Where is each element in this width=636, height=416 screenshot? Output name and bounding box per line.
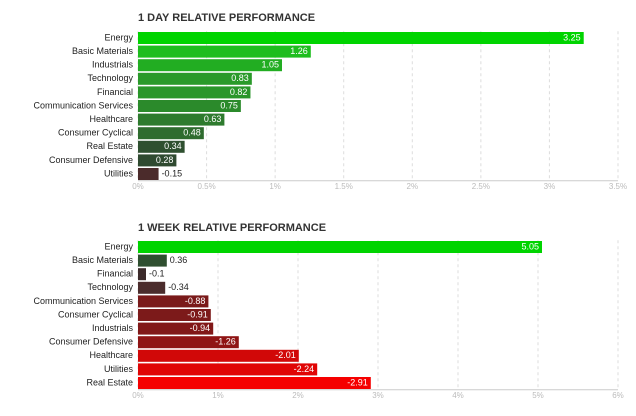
value-label: -0.91 xyxy=(187,309,208,319)
x-tick-label: 1.5% xyxy=(335,182,353,191)
category-label: Technology xyxy=(87,73,133,83)
x-tick-label: 6% xyxy=(612,391,624,400)
bar xyxy=(138,32,584,44)
x-tick-label: 0% xyxy=(132,182,144,191)
x-tick-label: 0.5% xyxy=(197,182,215,191)
value-label: -0.15 xyxy=(162,168,183,178)
category-label: Real Estate xyxy=(86,377,133,387)
category-label: Technology xyxy=(87,282,133,292)
bar xyxy=(138,86,251,99)
value-label: 1.26 xyxy=(290,46,308,56)
bar xyxy=(138,100,241,112)
category-label: Healthcare xyxy=(89,114,133,124)
bar xyxy=(138,113,225,126)
x-tick-label: 1% xyxy=(269,182,281,191)
value-label: 0.36 xyxy=(170,255,188,265)
x-tick-label: 2% xyxy=(407,182,419,191)
category-label: Communication Services xyxy=(33,296,133,306)
value-label: 0.28 xyxy=(156,155,174,165)
value-label: 0.34 xyxy=(164,141,182,151)
category-label: Basic Materials xyxy=(72,46,134,56)
value-label: -0.1 xyxy=(149,269,165,279)
x-tick-label: 4% xyxy=(452,391,464,400)
value-label: 3.25 xyxy=(563,32,581,42)
value-label: -2.91 xyxy=(347,377,368,387)
category-label: Industrials xyxy=(92,323,134,333)
category-label: Financial xyxy=(97,269,133,279)
x-tick-label: 3% xyxy=(544,182,556,191)
bar xyxy=(138,154,177,167)
category-label: Healthcare xyxy=(89,350,133,360)
value-label: -2.24 xyxy=(294,364,315,374)
bar xyxy=(138,59,282,72)
category-label: Real Estate xyxy=(86,141,133,151)
x-tick-label: 5% xyxy=(532,391,544,400)
value-label: -0.94 xyxy=(190,323,211,333)
bar xyxy=(138,268,146,281)
value-label: 0.82 xyxy=(230,87,248,97)
bar xyxy=(138,349,299,362)
bar xyxy=(138,127,204,140)
bar xyxy=(138,281,166,294)
x-tick-label: 1% xyxy=(212,391,224,400)
bar xyxy=(138,309,211,321)
bar xyxy=(138,168,159,180)
bar xyxy=(138,241,542,253)
x-tick-label: 3.5% xyxy=(609,182,627,191)
bar xyxy=(138,140,185,153)
bar xyxy=(138,254,167,267)
value-label: -0.88 xyxy=(185,296,206,306)
x-tick-label: 3% xyxy=(372,391,384,400)
bar xyxy=(138,295,209,308)
category-label: Consumer Defensive xyxy=(49,155,133,165)
bar xyxy=(138,322,214,335)
bar xyxy=(138,363,318,376)
value-label: 0.75 xyxy=(220,100,238,110)
bar xyxy=(138,45,311,58)
value-label: -1.26 xyxy=(215,337,236,347)
chart-title: 1 DAY RELATIVE PERFORMANCE xyxy=(138,12,315,24)
category-label: Energy xyxy=(104,32,133,42)
category-label: Consumer Cyclical xyxy=(58,309,133,319)
category-label: Basic Materials xyxy=(72,255,134,265)
chart-title: 1 WEEK RELATIVE PERFORMANCE xyxy=(138,222,326,234)
value-label: -0.34 xyxy=(168,282,189,292)
x-tick-label: 0% xyxy=(132,391,144,400)
value-label: 1.05 xyxy=(261,60,279,70)
category-label: Communication Services xyxy=(33,100,133,110)
category-label: Industrials xyxy=(92,60,134,70)
category-label: Energy xyxy=(104,241,133,251)
bar xyxy=(138,377,371,389)
x-tick-label: 2.5% xyxy=(472,182,490,191)
category-label: Utilities xyxy=(104,168,134,178)
category-label: Financial xyxy=(97,87,133,97)
bar xyxy=(138,72,252,85)
value-label: -2.01 xyxy=(275,350,296,360)
bar xyxy=(138,336,239,349)
value-label: 0.83 xyxy=(231,73,249,83)
category-label: Consumer Defensive xyxy=(49,337,133,347)
value-label: 0.48 xyxy=(183,128,201,138)
value-label: 0.63 xyxy=(204,114,222,124)
value-label: 5.05 xyxy=(521,241,539,251)
x-tick-label: 2% xyxy=(292,391,304,400)
category-label: Utilities xyxy=(104,364,134,374)
category-label: Consumer Cyclical xyxy=(58,128,133,138)
